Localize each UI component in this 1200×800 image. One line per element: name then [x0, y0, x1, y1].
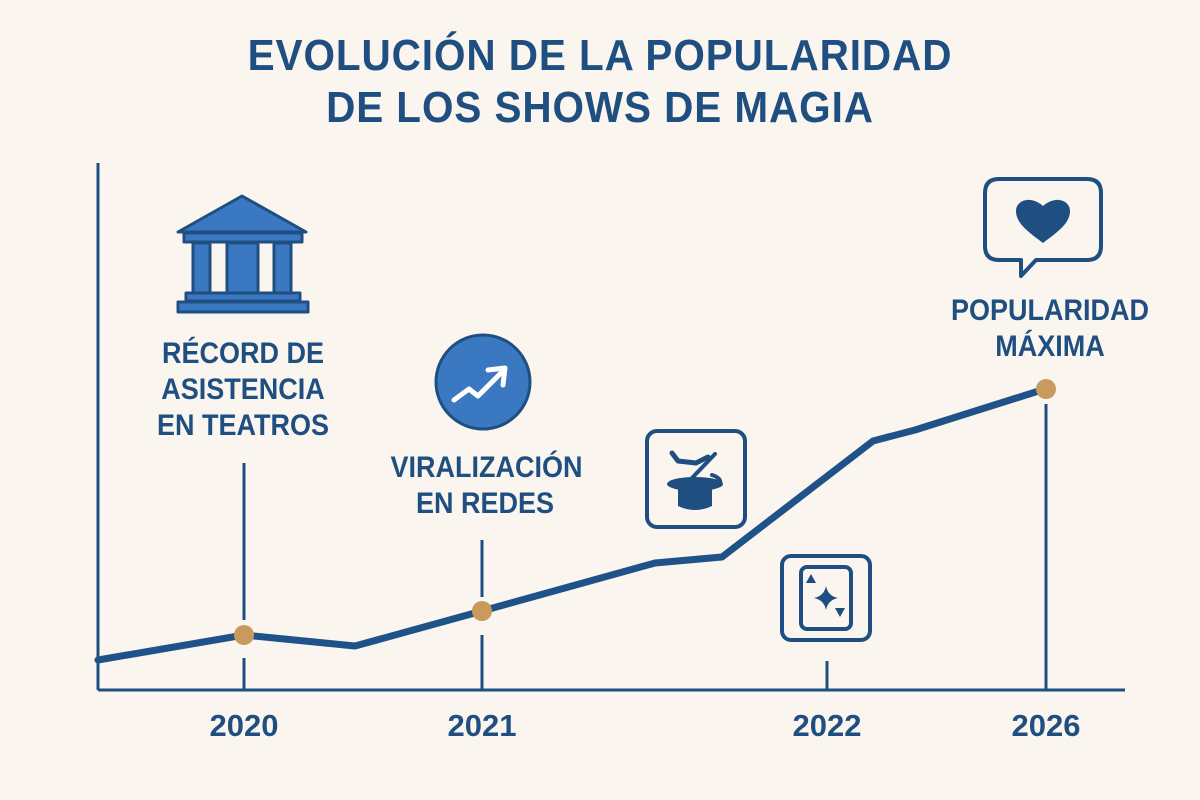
marker-2026: [1036, 379, 1056, 399]
annotation-line: MÁXIMA: [995, 330, 1105, 363]
x-tick-2021: 2021: [447, 708, 517, 743]
annotation-line: ASISTENCIA: [161, 373, 325, 406]
annotation-label-teatros: RÉCORD DE ASISTENCIA EN TEATROS: [153, 336, 333, 444]
annotation-label-redes: VIRALIZACIÓN EN REDES: [390, 450, 583, 522]
popularity-line: [94, 385, 1049, 664]
trending-up-icon: [434, 333, 532, 431]
annotation-label-maxima: POPULARIDAD MÁXIMA: [951, 293, 1149, 365]
magic-hat-wand-icon: [645, 429, 747, 529]
x-tick-2020: 2020: [209, 708, 279, 743]
marker-2020: [234, 625, 254, 645]
title-line-1: EVOLUCIÓN DE LA POPULARIDAD: [247, 31, 953, 80]
annotation-line: EN TEATROS: [156, 409, 330, 442]
annotation-line: EN REDES: [415, 487, 555, 520]
marker-2021: [472, 601, 492, 621]
annotation-line: VIRALIZACIÓN: [390, 451, 583, 484]
x-tick-2022: 2022: [792, 708, 862, 743]
temple-icon: [176, 194, 310, 314]
annotation-line: POPULARIDAD: [951, 294, 1150, 327]
title-line-2: DE LOS SHOWS DE MAGIA: [326, 83, 874, 132]
annotation-line: RÉCORD DE: [161, 337, 324, 370]
heart-speech-bubble-icon: [983, 177, 1103, 278]
playing-card-sparkle-icon: [780, 554, 872, 642]
chart-title: EVOLUCIÓN DE LA POPULARIDAD DE LOS SHOWS…: [48, 30, 1152, 134]
x-tick-2026: 2026: [1011, 708, 1081, 743]
